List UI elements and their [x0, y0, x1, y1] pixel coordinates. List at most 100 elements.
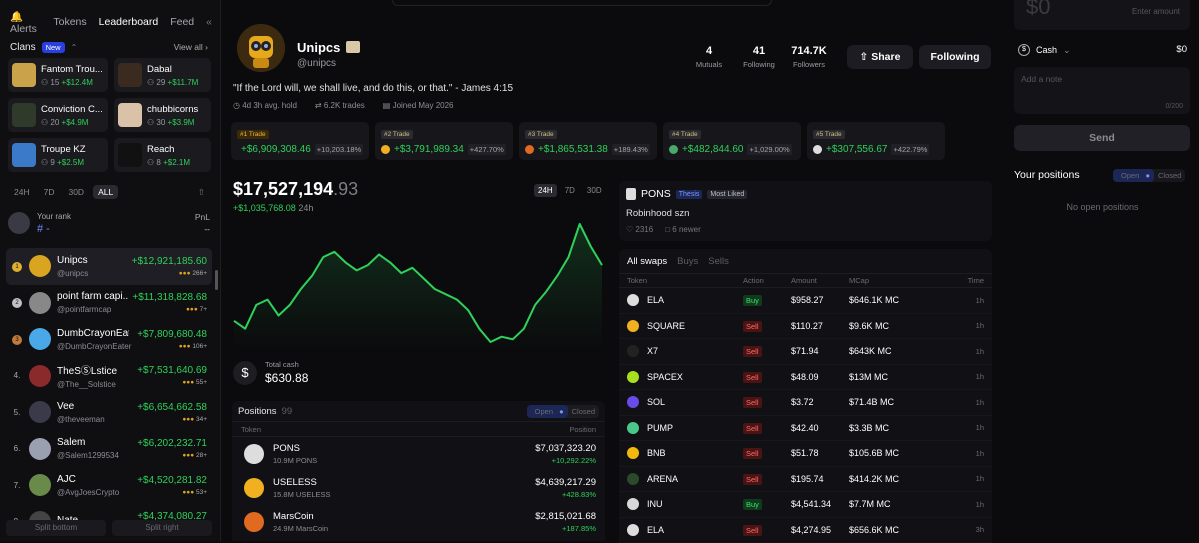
pnl-chart[interactable] [233, 218, 603, 348]
position-size: 10.9M PONS [273, 456, 317, 465]
trader-name: DumbCrayonEater [57, 328, 129, 339]
positions-closed-tab[interactable]: Closed [568, 405, 599, 418]
trader-handle: @unipcs [57, 269, 88, 278]
chart-period-24h[interactable]: 24H [534, 184, 557, 197]
avatar [29, 255, 51, 277]
top-trade-card[interactable]: #1 Trade+$6,909,308.46+10,203.18% [231, 122, 369, 160]
split-bottom-button[interactable]: Split bottom [6, 520, 106, 536]
leaderboard-row[interactable]: 3DumbCrayonEater@DumbCrayonEater+$7,809,… [6, 321, 212, 358]
tab-feed[interactable]: Feed [170, 16, 194, 28]
leaderboard-row[interactable]: 5.Vee@theveeman+$6,654,662.58●●● 34+ [6, 394, 212, 431]
search-bar[interactable] [392, 0, 772, 6]
positions-open-tab[interactable]: Open ● [527, 405, 568, 418]
avatar [29, 365, 51, 387]
top-trade-card[interactable]: #3 Trade+$1,865,531.38+189.43% [519, 122, 657, 160]
members-icon: ⚇ [147, 118, 154, 127]
tab-alerts[interactable]: 🔔Alerts [10, 10, 41, 35]
chevron-up-icon[interactable]: ⌃ [71, 43, 78, 52]
period-7d[interactable]: 7D [39, 185, 60, 199]
clan-card[interactable]: Dabal⚇ 29 +$11.7M [114, 58, 211, 92]
cash-selector[interactable]: $ Cash ⌄ [1018, 44, 1071, 56]
position-token: USELESS [273, 477, 331, 488]
swap-action-badge: Sell [743, 372, 762, 383]
thesis-card[interactable]: PONS Thesis Most Liked Robinhood szn ♡ 2… [619, 181, 992, 241]
clan-card[interactable]: Fantom Trou...⚇ 15 +$12.4M [8, 58, 108, 92]
tab-all-swaps[interactable]: All swaps [627, 256, 667, 267]
position-value: $4,639,217.29 [535, 477, 596, 488]
amount-input[interactable]: $0 Enter amount [1014, 0, 1190, 30]
clan-card[interactable]: Troupe KZ⚇ 9 +$2.5M [8, 138, 108, 172]
view-all-link[interactable]: View all › [174, 42, 208, 52]
token-icons: ●●● 34+ [137, 416, 207, 423]
your-positions-open-tab[interactable]: Open ● [1113, 169, 1154, 182]
tab-buys[interactable]: Buys [677, 256, 698, 267]
top-trade-card[interactable]: #5 Trade+$307,556.67+422.79% [807, 122, 945, 160]
leaderboard-row[interactable]: 7.AJC@AvgJoesCrypto+$4,520,281.82●●● 53+ [6, 467, 212, 504]
period-tabs: 24H 7D 30D ALL ⇧ [9, 184, 210, 200]
token-stack-icon: ●●● [182, 379, 194, 386]
top-trade-card[interactable]: #4 Trade+$482,844.60+1,029.00% [663, 122, 801, 160]
tab-sells[interactable]: Sells [708, 256, 729, 267]
clan-card[interactable]: chubbicorns⚇ 30 +$3.9M [114, 98, 211, 132]
token-icon [627, 345, 639, 357]
split-right-button[interactable]: Split right [112, 520, 212, 536]
following-button[interactable]: Following [919, 45, 991, 69]
token-icon [627, 396, 639, 408]
swap-mcap: $7.7M MC [849, 499, 949, 509]
period-24h[interactable]: 24H [9, 185, 35, 199]
clan-card[interactable]: Conviction C...⚇ 20 +$4.9M [8, 98, 108, 132]
position-value: $7,037,323.20 [535, 443, 596, 454]
note-counter: 0/200 [1165, 103, 1183, 110]
sidebar-tabs: 🔔Alerts Tokens Leaderboard Feed « [10, 12, 212, 32]
clan-stats: ⚇ 15 +$12.4M [41, 78, 103, 87]
collapse-sidebar-icon[interactable]: « [206, 16, 212, 28]
note-input[interactable]: Add a note 0/200 [1014, 67, 1190, 114]
period-30d[interactable]: 30D [63, 185, 89, 199]
newer-link[interactable]: □ 6 newer [665, 225, 701, 234]
swap-time: 3h [976, 525, 984, 534]
chart-period-30d[interactable]: 30D [583, 184, 606, 197]
clan-card[interactable]: Reach⚇ 8 +$2.1M [114, 138, 211, 172]
tab-tokens[interactable]: Tokens [53, 16, 86, 28]
chart-period-7d[interactable]: 7D [561, 184, 579, 197]
clan-avatar [12, 103, 36, 127]
rank-position: 4. [11, 371, 23, 380]
trader-name: Unipcs [57, 255, 88, 266]
send-button[interactable]: Send [1014, 125, 1190, 151]
leaderboard-row[interactable]: 4.TheSⓈLstice@The__Solstice+$7,531,640.6… [6, 358, 212, 395]
leaderboard-row[interactable]: 6.Salem@Salem1299534+$6,202,232.71●●● 28… [6, 431, 212, 468]
your-positions-closed-tab[interactable]: Closed [1154, 169, 1185, 182]
trade-value: +$307,556.67 [826, 144, 887, 155]
swap-action-badge: Sell [743, 474, 762, 485]
clan-avatar [118, 63, 142, 87]
top-trade-card[interactable]: #2 Trade+$3,791,989.34+427.70% [375, 122, 513, 160]
share-icon[interactable]: ⇧ [193, 185, 210, 200]
share-button[interactable]: ⇧ Share [847, 45, 913, 69]
thesis-token: PONS [641, 188, 671, 200]
tab-leaderboard[interactable]: Leaderboard [99, 16, 159, 28]
period-all[interactable]: ALL [93, 185, 118, 199]
like-button[interactable]: ♡ 2316 [626, 225, 653, 234]
position-pct: +428.83% [535, 490, 596, 499]
swap-amount: $195.74 [791, 474, 849, 484]
scrollbar[interactable] [215, 270, 218, 290]
